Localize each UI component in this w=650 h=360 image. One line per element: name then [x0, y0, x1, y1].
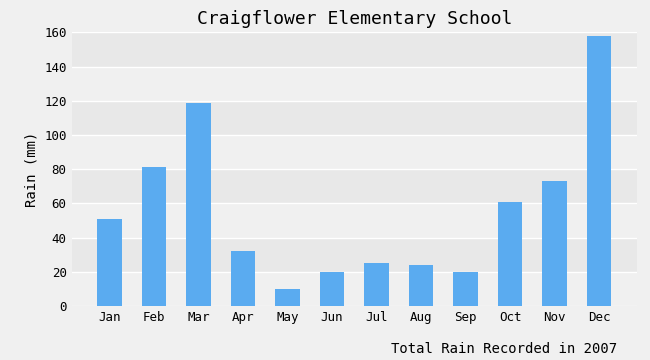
- Bar: [275, 289, 300, 306]
- Bar: [98, 219, 122, 306]
- Bar: [186, 103, 211, 306]
- Bar: [364, 263, 389, 306]
- Bar: [72, 101, 637, 135]
- Bar: [72, 67, 637, 101]
- Bar: [72, 238, 637, 272]
- Bar: [542, 181, 567, 306]
- Bar: [320, 272, 345, 306]
- Text: Total Rain Recorded in 2007: Total Rain Recorded in 2007: [391, 342, 618, 356]
- Bar: [142, 167, 166, 306]
- Bar: [72, 203, 637, 238]
- Y-axis label: Rain (mm): Rain (mm): [25, 131, 38, 207]
- Bar: [231, 251, 255, 306]
- Title: Craigflower Elementary School: Craigflower Elementary School: [196, 10, 512, 28]
- Bar: [498, 202, 523, 306]
- Bar: [409, 265, 434, 306]
- Bar: [72, 272, 637, 306]
- Bar: [587, 36, 611, 306]
- Bar: [453, 272, 478, 306]
- Bar: [72, 169, 637, 203]
- Bar: [72, 135, 637, 169]
- Bar: [72, 32, 637, 67]
